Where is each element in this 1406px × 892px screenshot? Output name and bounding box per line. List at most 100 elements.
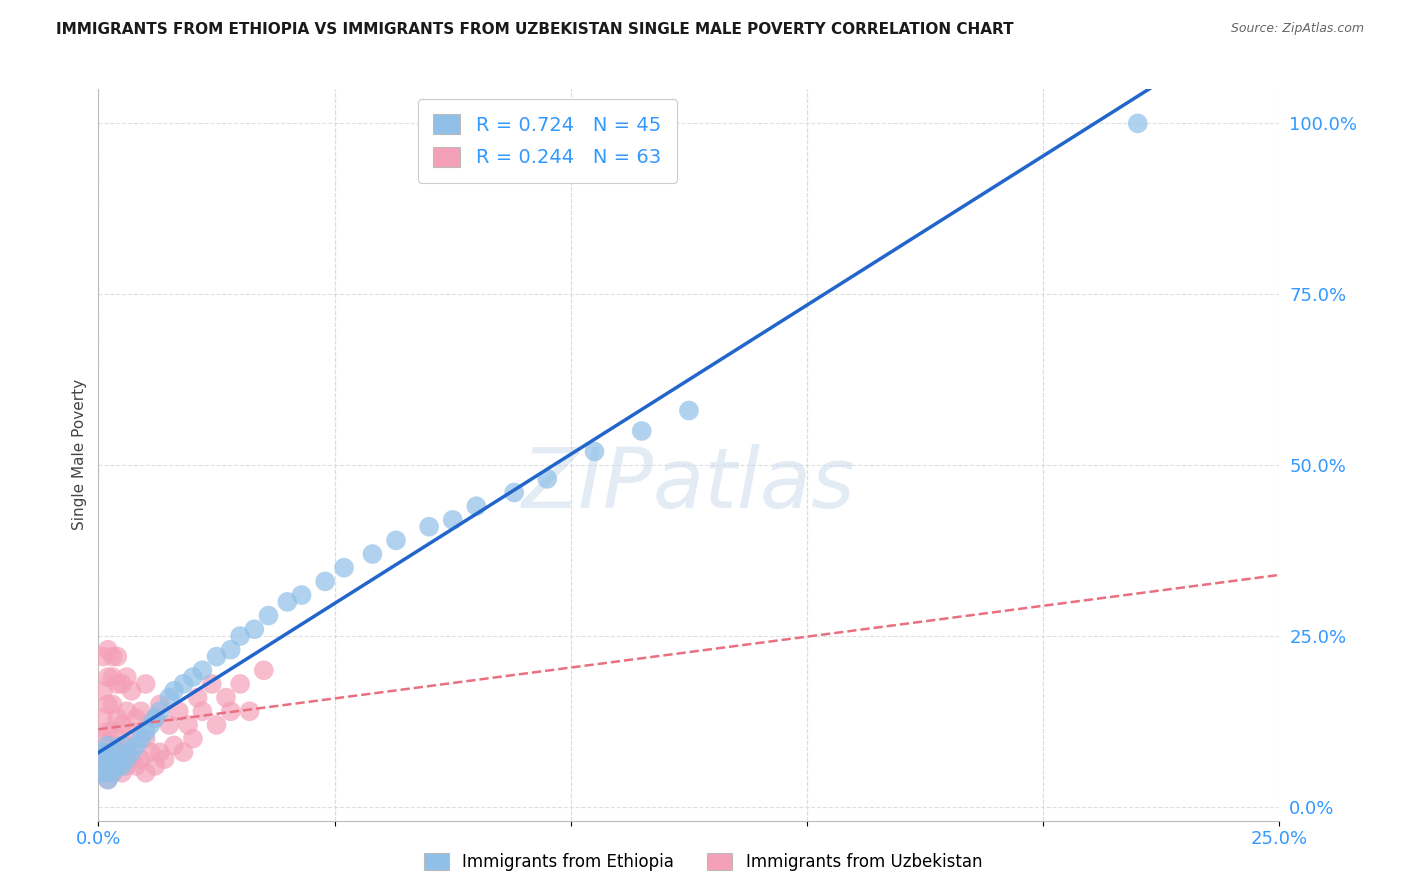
Point bbox=[167, 704, 190, 718]
Text: IMMIGRANTS FROM ETHIOPIA VS IMMIGRANTS FROM UZBEKISTAN SINGLE MALE POVERTY CORRE: IMMIGRANTS FROM ETHIOPIA VS IMMIGRANTS F… bbox=[56, 22, 1014, 37]
Point bbox=[101, 752, 124, 766]
Point bbox=[111, 759, 134, 773]
Point bbox=[257, 608, 280, 623]
Point bbox=[314, 574, 336, 589]
Point bbox=[111, 718, 134, 732]
Point bbox=[191, 704, 214, 718]
Y-axis label: Single Male Poverty: Single Male Poverty bbox=[72, 379, 87, 531]
Point bbox=[97, 739, 120, 753]
Point bbox=[385, 533, 408, 548]
Point bbox=[187, 690, 209, 705]
Point bbox=[139, 745, 162, 759]
Text: Source: ZipAtlas.com: Source: ZipAtlas.com bbox=[1230, 22, 1364, 36]
Point bbox=[129, 752, 152, 766]
Point bbox=[149, 745, 172, 759]
Point bbox=[91, 731, 114, 746]
Point bbox=[101, 745, 124, 759]
Point bbox=[97, 759, 120, 773]
Point bbox=[97, 752, 120, 766]
Point bbox=[97, 772, 120, 787]
Point bbox=[163, 683, 186, 698]
Point bbox=[115, 739, 138, 753]
Point bbox=[139, 718, 162, 732]
Point bbox=[121, 683, 143, 698]
Point bbox=[172, 677, 194, 691]
Point bbox=[121, 745, 143, 759]
Point bbox=[129, 704, 152, 718]
Point bbox=[201, 677, 224, 691]
Point bbox=[219, 704, 242, 718]
Point bbox=[441, 513, 464, 527]
Point bbox=[101, 765, 124, 780]
Point bbox=[361, 547, 384, 561]
Point bbox=[115, 759, 138, 773]
Point bbox=[418, 519, 440, 533]
Point bbox=[129, 731, 152, 746]
Point bbox=[181, 670, 204, 684]
Point bbox=[91, 765, 114, 780]
Point bbox=[143, 711, 166, 725]
Point bbox=[172, 745, 194, 759]
Point bbox=[243, 622, 266, 636]
Point bbox=[135, 765, 157, 780]
Point bbox=[105, 649, 128, 664]
Point bbox=[101, 649, 124, 664]
Point bbox=[97, 698, 120, 712]
Point bbox=[121, 752, 143, 766]
Point bbox=[191, 663, 214, 677]
Point bbox=[101, 670, 124, 684]
Point bbox=[125, 711, 148, 725]
Point bbox=[115, 670, 138, 684]
Point bbox=[105, 711, 128, 725]
Point bbox=[101, 765, 124, 780]
Point bbox=[91, 745, 114, 759]
Point bbox=[105, 759, 128, 773]
Point bbox=[163, 739, 186, 753]
Point bbox=[101, 698, 124, 712]
Point bbox=[215, 690, 238, 705]
Point bbox=[135, 731, 157, 746]
Legend: Immigrants from Ethiopia, Immigrants from Uzbekistan: Immigrants from Ethiopia, Immigrants fro… bbox=[416, 845, 990, 880]
Point bbox=[125, 759, 148, 773]
Point bbox=[97, 745, 120, 759]
Point bbox=[111, 739, 134, 753]
Point bbox=[181, 731, 204, 746]
Point bbox=[97, 724, 120, 739]
Point bbox=[105, 677, 128, 691]
Point bbox=[91, 649, 114, 664]
Point bbox=[91, 752, 114, 766]
Point bbox=[290, 588, 312, 602]
Point bbox=[219, 642, 242, 657]
Point bbox=[239, 704, 262, 718]
Point bbox=[115, 752, 138, 766]
Point bbox=[111, 765, 134, 780]
Point bbox=[125, 739, 148, 753]
Point bbox=[503, 485, 526, 500]
Point bbox=[276, 595, 298, 609]
Point bbox=[91, 759, 114, 773]
Point bbox=[229, 629, 252, 643]
Point bbox=[1126, 116, 1149, 130]
Point bbox=[143, 759, 166, 773]
Point bbox=[157, 690, 180, 705]
Point bbox=[157, 718, 180, 732]
Point bbox=[121, 724, 143, 739]
Point bbox=[143, 711, 166, 725]
Point bbox=[465, 499, 488, 513]
Point bbox=[97, 670, 120, 684]
Point bbox=[229, 677, 252, 691]
Point bbox=[91, 683, 114, 698]
Point bbox=[253, 663, 276, 677]
Point bbox=[111, 677, 134, 691]
Point bbox=[91, 711, 114, 725]
Point bbox=[678, 403, 700, 417]
Point bbox=[149, 704, 172, 718]
Point bbox=[177, 718, 200, 732]
Point bbox=[105, 759, 128, 773]
Point bbox=[153, 752, 176, 766]
Point bbox=[333, 560, 356, 574]
Point bbox=[115, 704, 138, 718]
Point bbox=[97, 642, 120, 657]
Point bbox=[536, 472, 558, 486]
Point bbox=[105, 745, 128, 759]
